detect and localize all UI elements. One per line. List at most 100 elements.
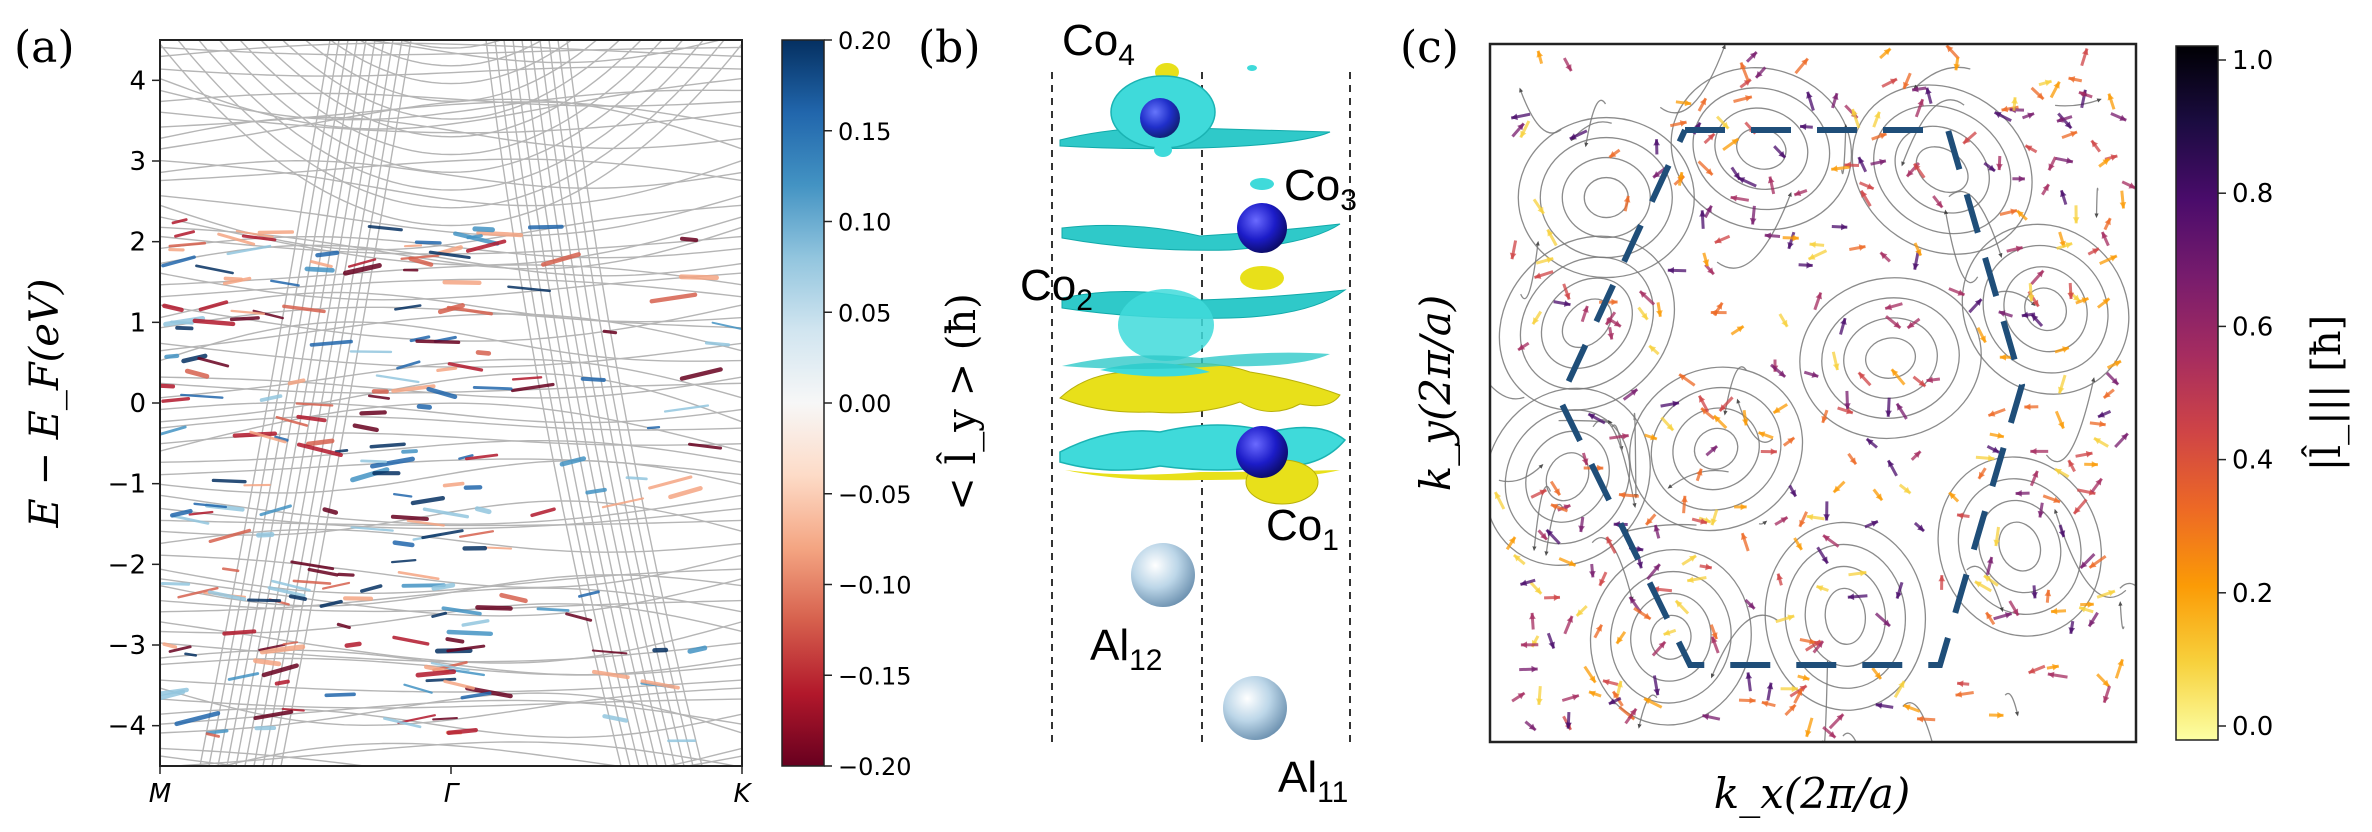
- orbital-texture-arrows: [1493, 44, 2136, 739]
- band: [160, 574, 742, 607]
- texture-arrow-head: [1949, 492, 1956, 500]
- texture-arrow-head: [1926, 376, 1933, 384]
- band: [226, 40, 358, 766]
- texture-arrow-head: [1736, 326, 1744, 333]
- texture-arrow-head: [1809, 638, 1816, 645]
- label-co4: Co4: [1062, 16, 1135, 72]
- colorbar-c-gradient: [2175, 45, 2219, 741]
- streamline: [2094, 187, 2099, 219]
- texture-arrow-head: [1799, 519, 1806, 527]
- texture-arrow-head: [2121, 433, 2128, 441]
- texture-arrow-head: [1880, 252, 1888, 260]
- colorbar-tick-label: 0.00: [838, 390, 891, 418]
- streamline: [1821, 660, 1830, 742]
- texture-arrow-head: [1938, 575, 1946, 582]
- highlight-segment: [222, 276, 252, 286]
- streamline-loop: [1764, 521, 1927, 711]
- texture-arrow-head: [1917, 99, 1924, 107]
- texture-arrow-head: [1629, 708, 1637, 716]
- texture-arrow-head: [1792, 234, 1799, 242]
- texture-arrow-head: [1993, 539, 2000, 547]
- texture-arrow-head: [1643, 612, 1651, 619]
- colorbar-tick-label: 0.4: [2232, 446, 2273, 476]
- texture-arrow-head: [1749, 697, 1756, 704]
- panel-label-a: (a): [14, 22, 75, 73]
- texture-arrow-head: [1509, 252, 1517, 260]
- texture-arrow-head: [2048, 163, 2055, 171]
- highlight-segment: [453, 231, 500, 246]
- highlight-segment: [193, 502, 228, 509]
- highlight-segment: [678, 274, 719, 281]
- texture-arrow-head: [2102, 695, 2110, 703]
- highlight-segment: [304, 266, 335, 273]
- texture-arrow-head: [1789, 489, 1796, 497]
- texture-arrow-head: [1747, 602, 1755, 609]
- texture-arrow-head: [2060, 190, 2067, 198]
- texture-arrow-head: [1589, 675, 1596, 683]
- texture-arrow-head: [2111, 377, 2119, 385]
- band: [271, 40, 403, 766]
- texture-arrow-head: [1599, 578, 1606, 586]
- texture-arrow-head: [1713, 415, 1721, 423]
- texture-arrow-head: [1823, 535, 1830, 542]
- texture-arrow-head: [1885, 303, 1893, 311]
- streamline-loop: [1894, 125, 1990, 214]
- highlight-segment: [259, 504, 292, 517]
- highlight-segment: [205, 732, 220, 738]
- texture-arrow-head: [2081, 297, 2089, 304]
- texture-arrow-head: [1705, 563, 1712, 571]
- texture-arrow-head: [1986, 612, 1993, 620]
- streamline-loop: [1517, 116, 1695, 279]
- highlight-segment: [160, 425, 187, 436]
- highlight-segment: [668, 486, 703, 500]
- streamline-loop: [1498, 235, 1676, 411]
- highlight-segment: [711, 321, 742, 331]
- streamline-loop: [1998, 521, 2042, 572]
- texture-arrow-head: [2119, 202, 2127, 209]
- streamline-loop: [1851, 84, 2033, 255]
- texture-arrow-head: [1616, 680, 1623, 688]
- band: [160, 528, 742, 553]
- texture-arrow-head: [1537, 206, 1544, 214]
- texture-arrow-head: [1667, 267, 1674, 274]
- highlight-segment: [160, 383, 176, 389]
- texture-arrow-head: [1893, 321, 1901, 328]
- highlight-segment: [324, 692, 356, 698]
- texture-arrow-head: [1745, 672, 1753, 679]
- texture-arrow-head: [1738, 177, 1746, 184]
- streamplot-panel: k_x(2π/a) k_y(2π/a): [1411, 42, 2138, 818]
- texture-arrow-head: [1565, 722, 1572, 729]
- texture-arrow-head: [2037, 510, 2045, 518]
- highlight-segment: [208, 528, 252, 543]
- band: [160, 42, 742, 58]
- texture-arrow-head: [1791, 685, 1798, 693]
- texture-arrow-head: [1778, 151, 1786, 158]
- texture-arrow-head: [1517, 693, 1525, 700]
- texture-arrow-head: [1532, 317, 1539, 325]
- texture-arrow-head: [2058, 530, 2066, 537]
- streamline-loop: [1629, 366, 1804, 532]
- texture-arrow-head: [1776, 573, 1783, 581]
- highlight-segment: [261, 663, 299, 678]
- highlight-segment: [401, 449, 418, 454]
- highlight-segment: [274, 435, 289, 442]
- highlight-segment: [446, 644, 486, 653]
- highlight-segment: [431, 582, 456, 591]
- texture-arrow-head: [1636, 561, 1644, 569]
- streamline: [1558, 419, 1613, 425]
- streamline-loop: [1961, 223, 2130, 395]
- highlight-segment: [559, 456, 587, 467]
- streamline-loop: [1821, 297, 1960, 420]
- texture-arrow-head: [1649, 345, 1657, 353]
- highlight-segment: [162, 303, 184, 313]
- highlight-segment: [360, 584, 383, 593]
- streamline-loop: [1545, 452, 1590, 502]
- highlight-segment: [391, 384, 436, 393]
- texture-arrow-head: [1758, 431, 1766, 438]
- texture-arrow-head: [2068, 460, 2075, 468]
- highlight-segment: [442, 481, 465, 488]
- texture-arrow-head: [1616, 636, 1623, 644]
- texture-arrow-head: [2053, 496, 2061, 503]
- texture-arrow-head: [1518, 343, 1526, 350]
- texture-arrow-head: [2107, 93, 2114, 101]
